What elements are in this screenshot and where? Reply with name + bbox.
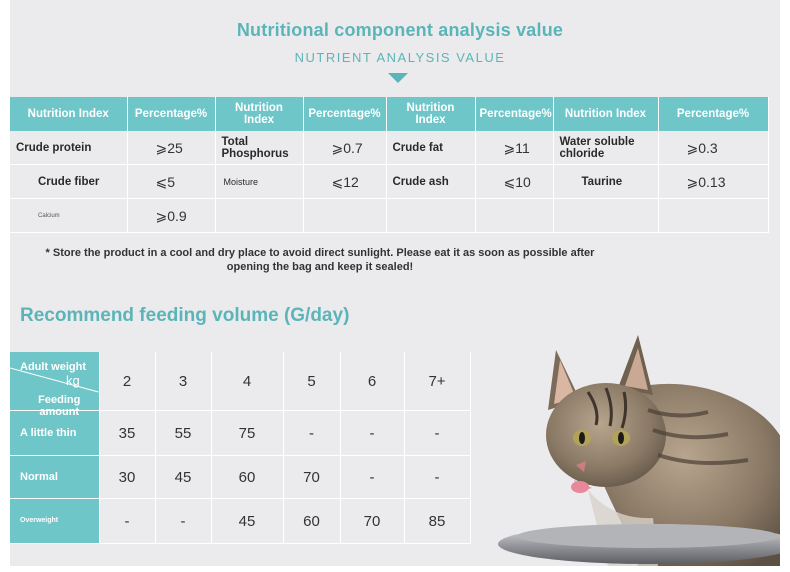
weight-row: Adult weight kg Feeding amount 2 3 4 5 6… [10,352,471,418]
amount-cell: 55 [155,410,212,456]
weight-cell: 6 [340,352,405,411]
empty-cell [386,198,476,233]
nutrient-name: Total Phosphorus [215,131,304,165]
nutrient-name: Water soluble chloride [553,131,659,165]
nutrition-table: Nutrition Index Percentage% Nutrition In… [10,97,769,233]
weight-cell: 5 [283,352,341,411]
header-cell: Percentage% [127,97,216,131]
nutrient-value: ⩾0.3 [658,131,769,165]
nutrient-name: Moisture [215,164,304,199]
table-row: Overweight - - 45 60 70 85 [10,498,471,544]
amount-cell: 70 [340,498,405,544]
header-cell: Nutrition Index [215,97,304,131]
product-info-panel: Nutritional component analysis value NUT… [10,0,780,566]
nutrient-value: ⩾0.13 [658,164,769,199]
row-label: Normal [10,455,100,499]
weight-cell: 3 [155,352,212,411]
nutrient-value: ⩽12 [303,164,387,199]
nutrient-value: ⩾11 [475,131,554,165]
amount-cell: - [404,455,471,499]
amount-cell: 45 [211,498,284,544]
header-cell: Percentage% [303,97,387,131]
amount-cell: 35 [99,410,156,456]
amount-cell: 45 [155,455,212,499]
table-row: Normal 30 45 60 70 - - [10,455,471,499]
nutrient-value: ⩾0.9 [127,198,216,233]
amount-cell: 70 [283,455,341,499]
diagonal-line [10,367,99,393]
amount-cell: - [283,410,341,456]
amount-cell: - [340,455,405,499]
corner-weight-label: Adult weight [20,361,86,373]
storage-note: * Store the product in a cool and dry pl… [45,247,595,273]
table-row: Calcium ⩾0.9 [10,198,769,233]
corner-cell: Adult weight kg Feeding amount [10,352,100,418]
empty-cell [475,198,554,233]
weight-cell: 4 [211,352,284,411]
empty-cell [215,198,304,233]
empty-cell [658,198,769,233]
nutrient-value: ⩾25 [127,131,216,165]
amount-cell: 85 [404,498,471,544]
amount-cell: 75 [211,410,284,456]
table-row: A little thin 35 55 75 - - - [10,410,471,456]
nutrient-name: Crude ash [386,164,476,199]
header-cell: Percentage% [475,97,554,131]
amount-cell: 30 [99,455,156,499]
weight-cell: 7+ [404,352,471,411]
amount-cell: - [155,498,212,544]
down-arrow-icon [388,73,408,83]
header-cell: Nutrition Index [386,97,476,131]
page-title: Nutritional component analysis value [236,20,564,40]
amount-cell: - [99,498,156,544]
nutrient-value: ⩾0.7 [303,131,387,165]
table-row: Crude protein ⩾25 Total Phosphorus ⩾0.7 … [10,131,769,165]
header-cell: Percentage% [658,97,769,131]
table-row: Crude fiber ⩽5 Moisture ⩽12 Crude ash ⩽1… [10,164,769,199]
amount-cell: 60 [283,498,341,544]
nutrient-name: Taurine [553,164,659,199]
amount-cell: 60 [211,455,284,499]
amount-cell: - [340,410,405,456]
feeding-table: Adult weight kg Feeding amount 2 3 4 5 6… [10,352,471,544]
nutrient-name: Crude protein [10,131,128,165]
amount-cell: - [404,410,471,456]
nutrient-value: ⩽10 [475,164,554,199]
header-cell: Nutrition Index [10,97,128,131]
page-subtitle: NUTRIENT ANALYSIS VALUE [294,50,506,65]
nutrient-name: Crude fat [386,131,476,165]
weight-cell: 2 [99,352,156,411]
feeding-title: Recommend feeding volume (G/day) [20,305,350,326]
nutrient-value: ⩽5 [127,164,216,199]
nutrition-header-row: Nutrition Index Percentage% Nutrition In… [10,97,769,131]
nutrient-name: Crude fiber [10,164,128,199]
corner-amount-label: Feeding amount [38,394,81,418]
row-label: Overweight [10,498,100,544]
nutrient-name: Calcium [10,198,128,233]
empty-cell [303,198,387,233]
corner-unit-label: kg [66,373,80,388]
cat-eating-image [498,335,780,566]
empty-cell [553,198,659,233]
header-cell: Nutrition Index [553,97,659,131]
row-label: A little thin [10,410,100,456]
